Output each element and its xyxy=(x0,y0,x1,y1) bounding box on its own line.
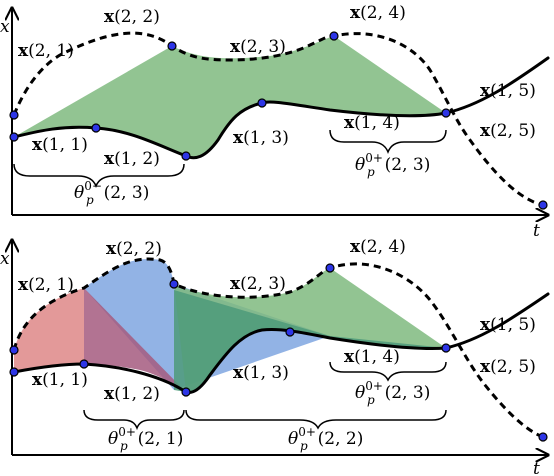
bottom-x-axis-label: t xyxy=(533,459,540,476)
bottom-brace-c xyxy=(329,361,447,382)
bottom-label-x15: x(1, 5) xyxy=(480,315,536,335)
bottom-point-x11 xyxy=(9,367,19,377)
bottom-point-x14 xyxy=(285,327,295,337)
top-shaded-region xyxy=(14,36,446,158)
bottom-curve-x2 xyxy=(12,257,544,439)
top-brace-right xyxy=(329,129,447,155)
top-x-axis-label: t xyxy=(533,221,540,241)
top-label-x22: x(2, 2) xyxy=(104,7,160,27)
top-label-x21: x(2, 1) xyxy=(18,41,74,61)
top-point-x22 xyxy=(167,41,177,51)
top-point-x14 xyxy=(257,98,267,108)
bottom-label-x13: x(1, 3) xyxy=(233,363,289,383)
bottom-label-x22: x(2, 2) xyxy=(106,239,162,259)
top-point-x13 xyxy=(181,151,191,161)
top-label-x11: x(1, 1) xyxy=(32,135,88,155)
top-point-x11 xyxy=(9,132,19,142)
bottom-label-x25: x(2, 5) xyxy=(480,357,536,377)
bottom-red-region xyxy=(14,288,84,372)
bottom-teal-region xyxy=(174,290,446,393)
top-point-x21 xyxy=(9,110,19,120)
bottom-point-x21 xyxy=(9,345,19,355)
bottom-point-x25 xyxy=(538,432,548,442)
top-panel: t x x(2, 1) x(2, 2) x(2, 3) x(2, 4) x(2,… xyxy=(0,3,550,241)
bottom-label-x21: x(2, 1) xyxy=(18,275,74,295)
bottom-label-x11: x(1, 1) xyxy=(32,370,88,390)
top-label-x12: x(1, 2) xyxy=(104,149,160,169)
top-brace-left xyxy=(13,163,185,189)
top-point-x12 xyxy=(91,123,101,133)
top-label-x14: x(1, 4) xyxy=(344,113,400,133)
top-label-x24: x(2, 4) xyxy=(350,3,406,23)
bottom-label-x24: x(2, 4) xyxy=(350,237,406,257)
top-label-x15: x(1, 5) xyxy=(480,81,536,101)
top-curve-x2 xyxy=(12,31,544,207)
top-point-x15 xyxy=(441,108,451,118)
top-label-x23: x(2, 3) xyxy=(230,37,286,57)
top-label-x25: x(2, 5) xyxy=(480,121,536,141)
top-brace-left-label: θ0− p (2, 3) xyxy=(74,179,149,207)
bottom-brace-a xyxy=(83,409,185,431)
bottom-label-x12: x(1, 2) xyxy=(104,384,160,404)
bottom-brace-b xyxy=(185,409,447,430)
bottom-y-axis-label: x xyxy=(0,249,10,269)
bottom-point-x12 xyxy=(79,359,89,369)
bottom-label-x23: x(2, 3) xyxy=(230,274,286,294)
top-y-axis-label: x xyxy=(0,17,10,37)
bottom-brace-b-label: θ0+ p (2, 2) xyxy=(288,425,363,453)
top-point-x25 xyxy=(538,200,548,210)
bottom-point-x15 xyxy=(441,343,451,353)
bottom-brace-a-label: θ0+ p (2, 1) xyxy=(108,425,183,453)
top-brace-right-label: θ0+ p (2, 3) xyxy=(355,151,430,179)
bottom-brace-c-label: θ0+ p (2, 3) xyxy=(355,379,430,407)
top-label-x13: x(1, 3) xyxy=(233,128,289,148)
bottom-point-x22 xyxy=(169,279,179,289)
bottom-point-x24 xyxy=(325,263,335,273)
bottom-label-x14: x(1, 4) xyxy=(344,347,400,367)
bottom-magenta-region xyxy=(84,288,186,392)
bottom-point-x13 xyxy=(181,387,191,397)
bottom-panel: t x x(2, 1) x(2, 2) x(2, 3) x(2, 4) x(2,… xyxy=(0,237,550,476)
top-point-x24 xyxy=(329,31,339,41)
